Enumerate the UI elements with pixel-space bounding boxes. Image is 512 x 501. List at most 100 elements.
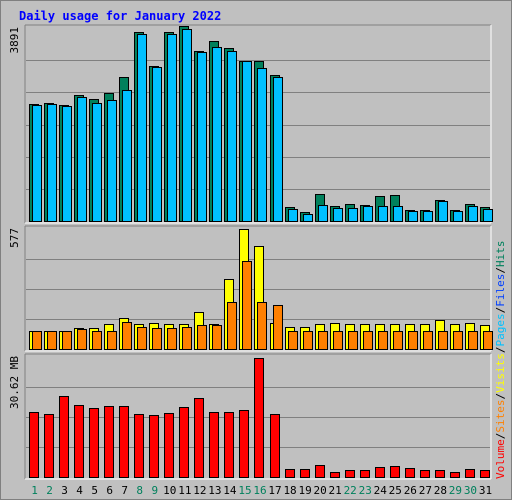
bar-volume-day-7: [119, 406, 129, 478]
bar-sites-day-9: [152, 328, 162, 350]
day-label-1: 1: [31, 484, 38, 497]
bar-volume-day-29: [450, 472, 460, 478]
bar-files-day-7: [122, 90, 132, 222]
bar-volume-day-11: [179, 407, 189, 478]
day-label-4: 4: [76, 484, 83, 497]
bar-sites-day-17: [273, 305, 283, 350]
bar-sites-day-24: [378, 331, 388, 350]
day-label-7: 7: [121, 484, 128, 497]
bar-files-day-21: [333, 208, 343, 222]
legend-item-volume: Volume: [494, 439, 507, 479]
bar-files-day-13: [212, 47, 222, 222]
bar-files-day-28: [438, 201, 448, 222]
day-label-22: 22: [344, 484, 357, 497]
y-max-label: 577: [8, 228, 21, 248]
bar-volume-day-31: [480, 470, 490, 478]
bar-files-day-26: [408, 211, 418, 222]
panel-hits-files: 3891: [8, 24, 493, 224]
bar-sites-day-2: [47, 331, 57, 350]
bar-files-day-25: [393, 206, 403, 222]
bar-files-day-24: [378, 206, 388, 222]
bar-files-day-11: [182, 29, 192, 222]
bar-files-day-9: [152, 67, 162, 222]
bar-volume-day-10: [164, 413, 174, 478]
bar-volume-day-6: [104, 406, 114, 478]
legend-item-hits: Hits: [494, 241, 507, 268]
bar-sites-day-12: [197, 325, 207, 350]
legend-item-pages: Pages: [494, 313, 507, 346]
day-label-12: 12: [193, 484, 206, 497]
bar-sites-day-5: [92, 331, 102, 350]
bar-sites-day-15: [242, 261, 252, 350]
bar-files-day-18: [288, 209, 298, 222]
bar-sites-day-8: [137, 327, 147, 350]
bar-volume-day-22: [345, 470, 355, 478]
bar-sites-day-10: [167, 328, 177, 350]
day-label-29: 29: [449, 484, 462, 497]
bar-files-day-29: [453, 211, 463, 222]
bar-sites-day-4: [77, 329, 87, 350]
bar-volume-day-4: [74, 405, 84, 478]
bar-volume-day-1: [29, 412, 39, 478]
panel-pages-visits: 577: [8, 225, 493, 352]
bar-volume-day-16: [254, 358, 264, 478]
legend-separator: /: [494, 393, 507, 400]
bar-sites-day-21: [333, 331, 343, 350]
bar-volume-day-19: [300, 469, 310, 478]
day-label-3: 3: [61, 484, 68, 497]
bar-sites-day-28: [438, 331, 448, 350]
bar-files-day-10: [167, 34, 177, 222]
bar-sites-day-26: [408, 331, 418, 350]
bar-files-day-4: [77, 97, 87, 222]
bar-files-day-1: [32, 105, 42, 222]
day-label-18: 18: [283, 484, 296, 497]
day-label-16: 16: [253, 484, 266, 497]
bar-volume-day-26: [405, 468, 415, 478]
bar-volume-day-15: [239, 410, 249, 478]
bar-files-day-20: [318, 205, 328, 222]
bar-files-day-19: [303, 214, 313, 222]
bar-files-day-3: [62, 106, 72, 222]
bar-volume-day-5: [89, 408, 99, 478]
bar-files-day-27: [423, 211, 433, 222]
day-label-10: 10: [163, 484, 176, 497]
bar-sites-day-13: [212, 325, 222, 350]
bar-sites-day-16: [257, 302, 267, 350]
y-max-label: 30.62 MB: [8, 356, 21, 409]
bar-sites-day-7: [122, 322, 132, 350]
bar-files-day-8: [137, 34, 147, 222]
bar-files-day-14: [227, 51, 237, 222]
day-label-28: 28: [434, 484, 447, 497]
bar-files-day-5: [92, 103, 102, 222]
legend-item-visits: Visits: [494, 353, 507, 393]
bar-files-day-30: [468, 206, 478, 222]
bar-volume-day-25: [390, 466, 400, 478]
day-label-27: 27: [419, 484, 432, 497]
bar-volume-day-14: [224, 412, 234, 478]
legend-item-sites: Sites: [494, 400, 507, 433]
bar-sites-day-11: [182, 327, 192, 350]
day-label-25: 25: [389, 484, 402, 497]
day-label-2: 2: [46, 484, 53, 497]
y-max-label: 3891: [8, 27, 21, 54]
bar-files-day-23: [363, 206, 373, 222]
chart-title: Daily usage for January 2022: [19, 9, 222, 23]
bar-sites-day-3: [62, 331, 72, 350]
day-label-14: 14: [223, 484, 237, 497]
bar-volume-day-24: [375, 467, 385, 478]
bar-sites-day-23: [363, 331, 373, 350]
day-label-9: 9: [151, 484, 158, 497]
bar-sites-day-27: [423, 331, 433, 350]
bar-volume-day-13: [209, 412, 219, 478]
legend-item-files: Files: [494, 274, 507, 307]
day-label-31: 31: [479, 484, 492, 497]
day-label-11: 11: [178, 484, 191, 497]
bar-files-day-6: [107, 100, 117, 222]
day-label-21: 21: [329, 484, 342, 497]
day-label-5: 5: [91, 484, 98, 497]
bar-volume-day-3: [59, 396, 69, 478]
bar-sites-day-14: [227, 302, 237, 350]
day-label-23: 23: [359, 484, 372, 497]
bar-volume-day-12: [194, 398, 204, 478]
